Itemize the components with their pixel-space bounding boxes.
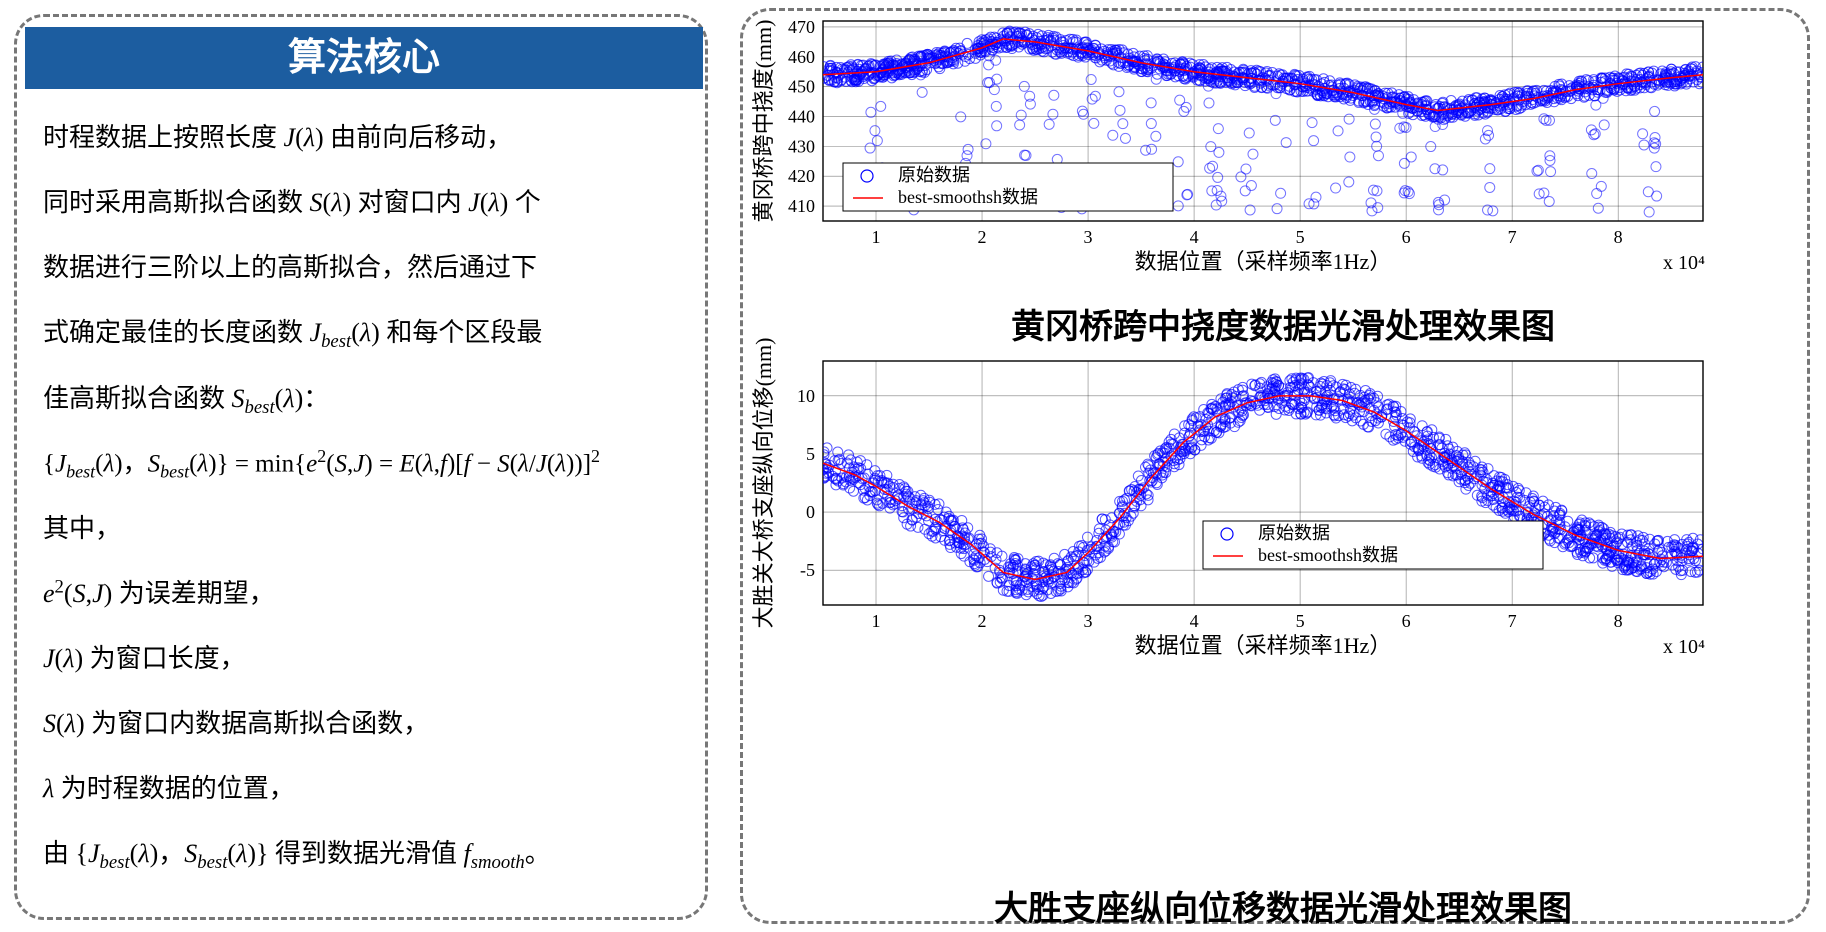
left-panel: 算法核心 时程数据上按照长度 J(λ) 由前向后移动， 同时采用高斯拟合函数 S… [14, 14, 708, 920]
charts-svg: 12345678410420430440450460470原始数据best-sm… [743, 11, 1803, 921]
t7: 其中， [43, 498, 693, 559]
right-panel: 12345678410420430440450460470原始数据best-sm… [740, 8, 1810, 924]
t2a: 同时采用高斯拟合函数 [43, 188, 310, 217]
svg-text:1: 1 [872, 611, 881, 631]
svg-text:6: 6 [1402, 611, 1411, 631]
svg-text:7: 7 [1508, 227, 1517, 247]
t1b: 由前向后移动， [324, 123, 513, 152]
svg-text:2: 2 [978, 611, 987, 631]
svg-text:8: 8 [1614, 611, 1623, 631]
svg-text:8: 8 [1614, 227, 1623, 247]
t12c: 。 [525, 839, 551, 868]
svg-text:2: 2 [978, 227, 987, 247]
svg-text:450: 450 [788, 77, 815, 97]
svg-text:5: 5 [1296, 227, 1305, 247]
t3: 数据进行三阶以上的高斯拟合，然后通过下 [43, 237, 693, 298]
svg-text:410: 410 [788, 196, 815, 216]
svg-text:x 10⁴: x 10⁴ [1663, 252, 1705, 274]
svg-text:5: 5 [806, 444, 815, 464]
svg-text:best-smoothsh数据: best-smoothsh数据 [898, 187, 1038, 207]
t5b: ： [303, 384, 329, 413]
svg-text:0: 0 [806, 502, 815, 522]
t2c: 个 [508, 188, 541, 217]
svg-text:3: 3 [1084, 227, 1093, 247]
svg-text:大胜关大桥支座纵向位移(mm): 大胜关大桥支座纵向位移(mm) [751, 338, 776, 629]
algorithm-text: 时程数据上按照长度 J(λ) 由前向后移动， 同时采用高斯拟合函数 S(λ) 对… [43, 107, 693, 889]
svg-text:数据位置（采样频率1Hz）: 数据位置（采样频率1Hz） [1135, 633, 1392, 658]
t2b: 对窗口内 [351, 188, 468, 217]
svg-text:数据位置（采样频率1Hz）: 数据位置（采样频率1Hz） [1135, 249, 1392, 274]
svg-text:-5: -5 [800, 560, 815, 580]
svg-text:4: 4 [1190, 611, 1199, 631]
svg-text:6: 6 [1402, 227, 1411, 247]
chart2-title: 大胜支座纵向位移数据光滑处理效果图 [803, 881, 1763, 930]
svg-text:10: 10 [797, 386, 815, 406]
t4b: 和每个区段最 [380, 318, 543, 347]
svg-text:460: 460 [788, 47, 815, 67]
svg-text:4: 4 [1190, 227, 1199, 247]
t10b: 为窗口内数据高斯拟合函数， [85, 709, 430, 738]
t5a: 佳高斯拟合函数 [43, 384, 232, 413]
t11b: 为时程数据的位置， [54, 774, 295, 803]
chart1-title: 黄冈桥跨中挠度数据光滑处理效果图 [803, 299, 1763, 348]
svg-text:430: 430 [788, 136, 815, 156]
svg-text:x 10⁴: x 10⁴ [1663, 636, 1705, 658]
svg-text:黄冈桥跨中挠度(mm): 黄冈桥跨中挠度(mm) [751, 20, 776, 223]
svg-text:原始数据: 原始数据 [898, 165, 970, 185]
svg-text:7: 7 [1508, 611, 1517, 631]
svg-text:3: 3 [1084, 611, 1093, 631]
svg-text:1: 1 [872, 227, 881, 247]
svg-text:原始数据: 原始数据 [1258, 523, 1330, 543]
svg-text:420: 420 [788, 166, 815, 186]
t8b: 为误差期望， [112, 579, 275, 608]
t1a: 时程数据上按照长度 [43, 123, 284, 152]
t4a: 式确定最佳的长度函数 [43, 318, 310, 347]
svg-text:470: 470 [788, 17, 815, 37]
header-title: 算法核心 [25, 27, 703, 89]
t9b: 为窗口长度， [83, 644, 246, 673]
svg-text:best-smoothsh数据: best-smoothsh数据 [1258, 545, 1398, 565]
svg-text:5: 5 [1296, 611, 1305, 631]
svg-text:440: 440 [788, 107, 815, 127]
